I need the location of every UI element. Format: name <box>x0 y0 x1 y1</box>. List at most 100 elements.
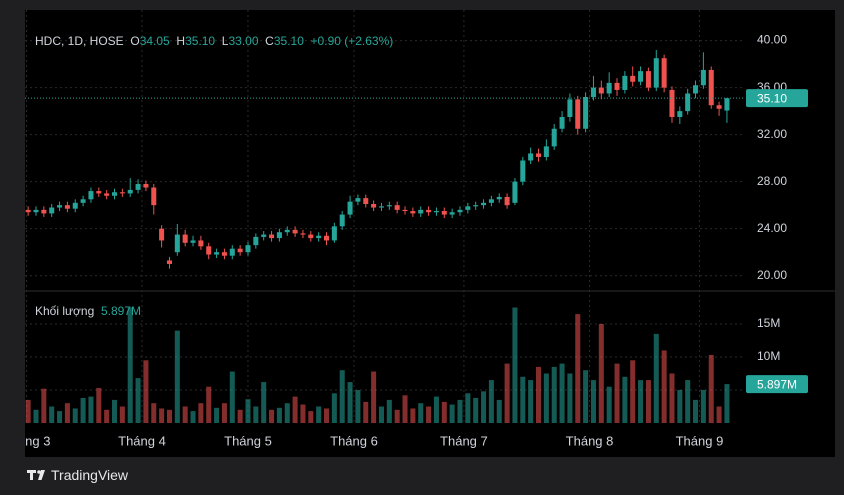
candle-body <box>331 226 337 241</box>
candle-body <box>669 89 675 117</box>
candle-body <box>402 209 408 212</box>
volume-bar <box>206 386 212 423</box>
candle-body <box>245 245 251 253</box>
candle-body <box>135 184 141 190</box>
x-tick-label: Tháng 4 <box>118 433 166 448</box>
candle-body <box>622 75 628 90</box>
candle-body <box>174 234 180 253</box>
volume-bar <box>716 406 722 423</box>
candle-body <box>49 207 55 214</box>
brand-logo <box>27 470 45 480</box>
volume-bar <box>96 388 102 423</box>
candle-body <box>363 198 369 204</box>
ohlc-label: O <box>130 34 140 48</box>
volume-bar <box>135 378 141 423</box>
symbol: HDC, 1D, HOSE <box>35 34 124 48</box>
volume-bar <box>653 333 659 423</box>
volume-bar <box>606 386 612 423</box>
volume-bar <box>57 411 63 423</box>
candle-body <box>685 93 691 112</box>
volume-bar <box>104 409 110 423</box>
volume-bar <box>543 373 549 423</box>
candle-body <box>386 205 392 207</box>
volume-bar <box>88 396 94 423</box>
brand: TradingView <box>51 467 129 483</box>
candle-body <box>378 206 384 208</box>
volume-bar <box>49 406 55 423</box>
volume-bar <box>724 384 730 423</box>
volume-value: 5.897M <box>100 304 141 318</box>
volume-bar <box>276 407 282 423</box>
volume-bar <box>245 399 251 423</box>
volume-bar <box>661 350 667 423</box>
candle-body <box>630 75 636 82</box>
candle-body <box>504 196 510 206</box>
volume-bar <box>535 366 542 423</box>
candle-body <box>473 205 479 207</box>
candle-body <box>206 246 212 255</box>
volume-bar <box>371 371 377 423</box>
candle-body <box>371 203 377 208</box>
x-tick-label: Tháng 3 <box>3 433 51 448</box>
volume-bar <box>426 406 432 423</box>
x-tick-label: Tháng 9 <box>676 433 724 448</box>
candle-body <box>292 229 298 234</box>
candle-body <box>166 260 172 264</box>
volume-bar <box>394 409 400 423</box>
candle-body <box>488 199 494 203</box>
volume-bar <box>473 397 479 423</box>
volume-bar <box>685 380 691 423</box>
candle-body <box>229 248 235 256</box>
candle-body <box>433 211 439 213</box>
candle-body <box>418 209 424 214</box>
candle-body <box>716 105 722 109</box>
candle-body <box>598 87 604 94</box>
volume-bar <box>614 363 620 423</box>
volume-bar <box>166 409 172 423</box>
candle-body <box>520 160 526 182</box>
x-tick-label: Tháng 8 <box>566 433 614 448</box>
y-tick-label: 20.00 <box>757 268 787 282</box>
volume-bar <box>347 382 353 423</box>
last-volume-tag <box>746 375 808 394</box>
candle-body <box>276 232 282 239</box>
candle-body <box>339 214 345 227</box>
candle-body <box>481 202 487 206</box>
volume-bar <box>159 408 165 423</box>
volume-name: Khối lượng <box>35 304 95 318</box>
volume-bar <box>465 393 471 423</box>
candle-body <box>724 98 730 111</box>
price-pane <box>25 49 745 269</box>
candle-body <box>410 211 416 214</box>
candle-body <box>237 248 243 253</box>
volume-bar <box>33 409 39 423</box>
candle-body <box>700 69 706 86</box>
volume-bar <box>630 360 636 423</box>
candle-body <box>441 211 447 215</box>
volume-bar <box>669 373 675 423</box>
candle-body <box>159 228 165 241</box>
candle-body <box>355 198 361 202</box>
volume-bar <box>64 403 70 423</box>
candle-body <box>143 184 149 188</box>
x-tick-label: Tháng 7 <box>440 433 488 448</box>
x-tick-label: Tháng 6 <box>330 433 378 448</box>
volume-bar <box>339 370 345 423</box>
volume-bar <box>520 376 526 423</box>
ohlc-label: C <box>265 34 274 48</box>
ohlc-label: L <box>221 34 229 48</box>
ohlc-label: H <box>176 34 186 48</box>
candle-body <box>182 234 188 243</box>
candle-body <box>221 252 227 256</box>
volume-bar <box>316 406 322 423</box>
volume-bar <box>693 399 699 423</box>
volume-bar <box>559 363 565 423</box>
volume-bar <box>174 330 180 423</box>
volume-bar <box>645 380 651 423</box>
volume-bar <box>496 399 502 423</box>
ohlc-value: 33.00 <box>228 34 259 48</box>
volume-bar <box>237 409 243 423</box>
candle-body <box>64 205 70 209</box>
tags: 35.10 5.897M <box>746 89 808 394</box>
